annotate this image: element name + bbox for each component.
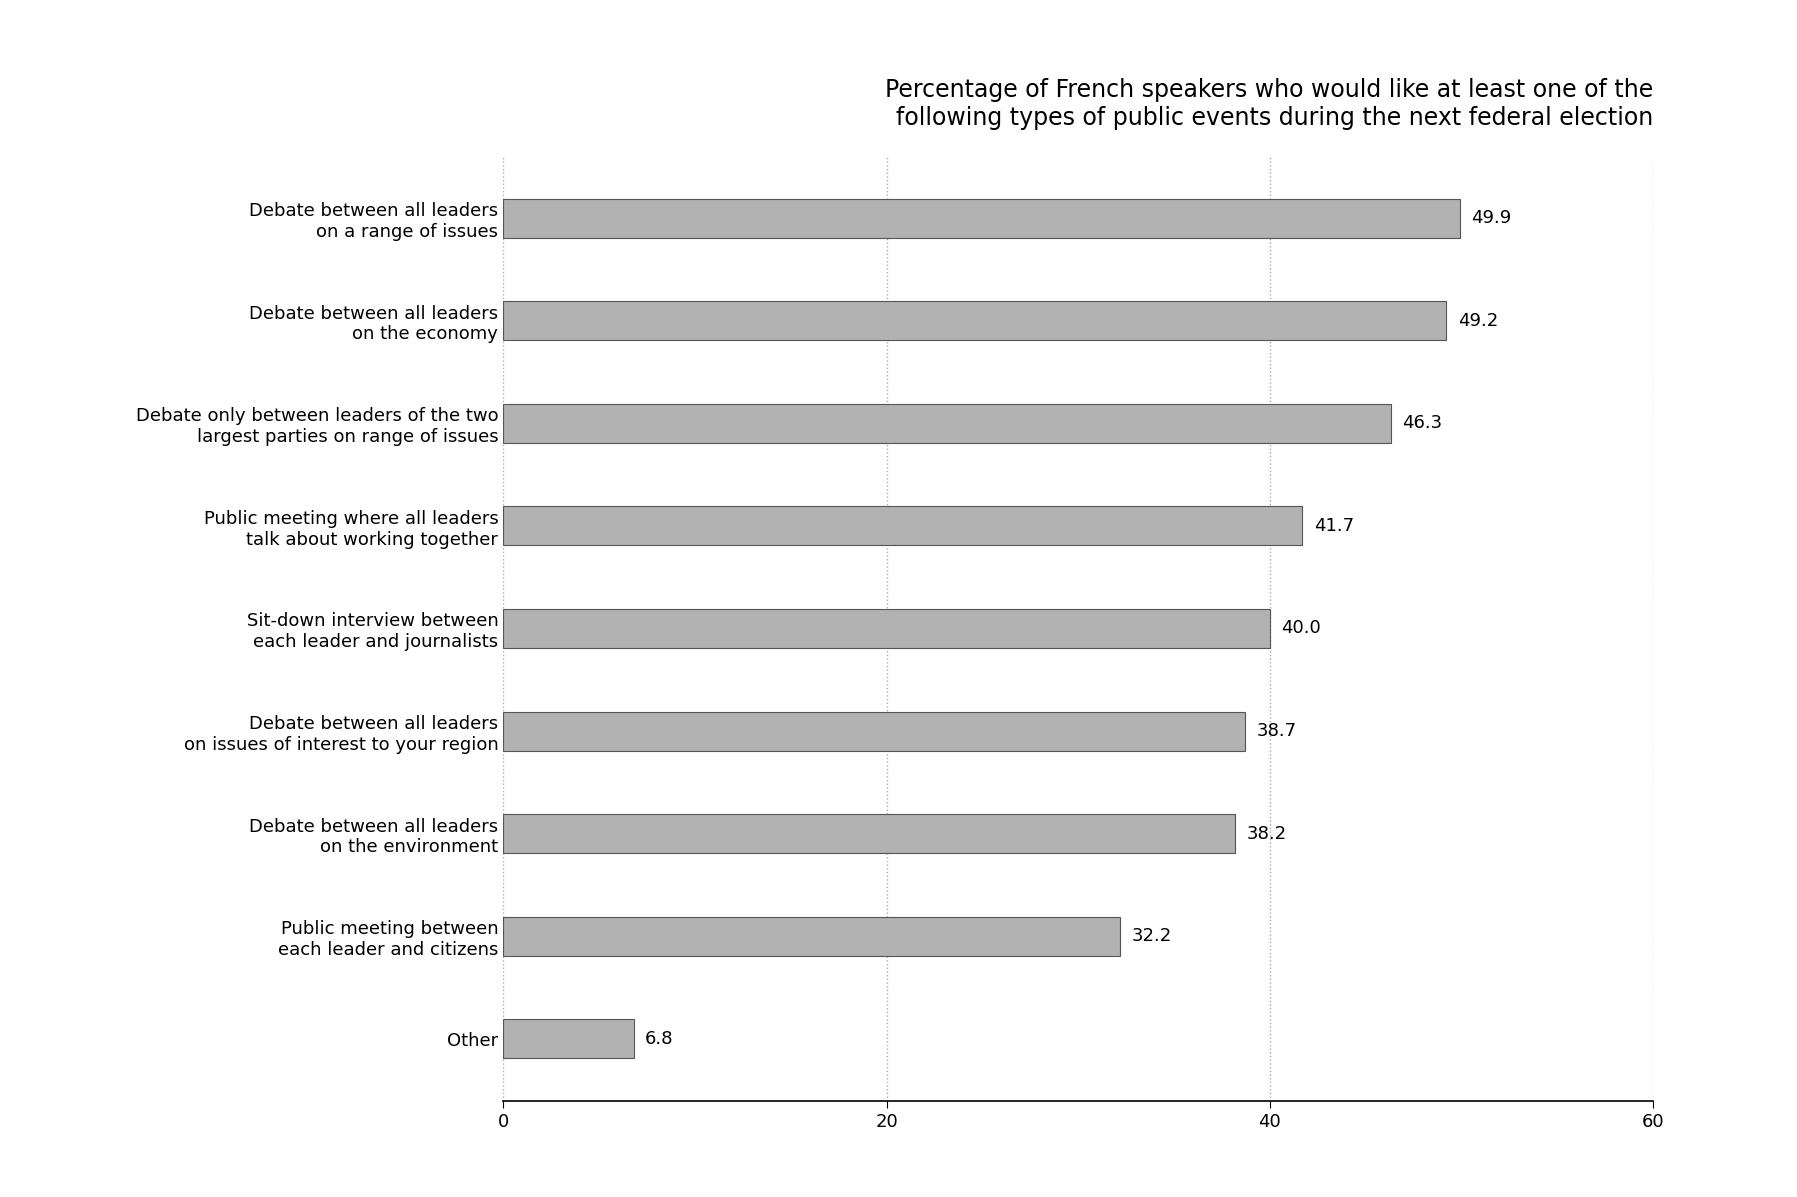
Text: 41.7: 41.7: [1314, 517, 1355, 535]
Bar: [503, 609, 1270, 648]
Text: 49.9: 49.9: [1472, 209, 1511, 227]
Bar: [503, 711, 1245, 751]
Bar: [503, 403, 1391, 443]
Bar: [503, 506, 1303, 546]
Bar: [503, 199, 1459, 237]
Bar: [503, 302, 1447, 340]
Text: 6.8: 6.8: [645, 1029, 674, 1047]
Text: 38.2: 38.2: [1247, 825, 1287, 843]
Text: 49.2: 49.2: [1457, 311, 1499, 329]
Text: 40.0: 40.0: [1281, 619, 1321, 638]
Text: 32.2: 32.2: [1132, 928, 1172, 946]
Title: Percentage of French speakers who would like at least one of the
following types: Percentage of French speakers who would …: [884, 78, 1653, 130]
Text: 46.3: 46.3: [1402, 414, 1443, 432]
Bar: [503, 1020, 634, 1058]
Bar: [503, 814, 1235, 853]
Text: 38.7: 38.7: [1256, 722, 1297, 740]
Bar: [503, 917, 1120, 955]
